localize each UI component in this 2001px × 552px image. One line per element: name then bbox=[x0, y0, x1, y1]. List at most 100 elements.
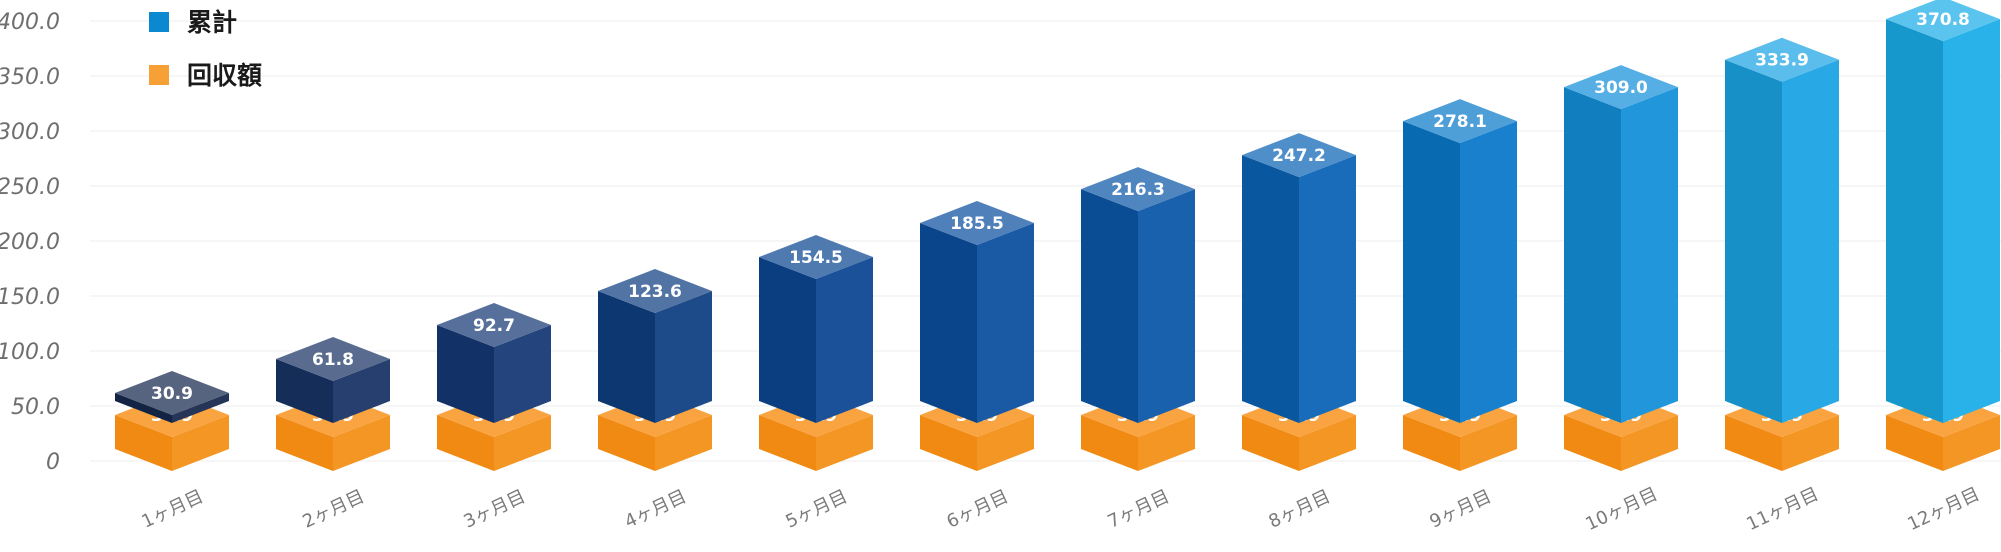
bar-回収額-1-right-face bbox=[172, 415, 229, 472]
x-tick-label: 2ヶ月目 bbox=[300, 486, 368, 533]
bar-回収額-1-left-face bbox=[115, 415, 172, 472]
bar-累計-10-right-face bbox=[1621, 87, 1678, 424]
x-tick-label: 10ヶ月目 bbox=[1582, 484, 1661, 536]
bar-累計-3-left-face bbox=[437, 325, 494, 424]
x-tick-label: 9ヶ月目 bbox=[1427, 486, 1495, 533]
bar-累計-9: 278.1 bbox=[1403, 99, 1517, 424]
bar-累計-3-value-label: 92.7 bbox=[473, 316, 515, 336]
bar-累計-6: 185.5 bbox=[920, 200, 1034, 424]
bar-累計-8-left-face bbox=[1242, 155, 1299, 424]
x-tick-label: 11ヶ月目 bbox=[1743, 484, 1822, 536]
bar-累計-2-value-label: 61.8 bbox=[312, 350, 354, 370]
bar-回収額-11-left-face bbox=[1725, 415, 1782, 472]
bar-累計-5-value-label: 154.5 bbox=[789, 248, 843, 268]
bar-累計-4-top-face bbox=[598, 269, 712, 314]
bar-累計-11-value-label: 333.9 bbox=[1755, 51, 1809, 71]
bar-回収額-2-right-face bbox=[333, 415, 390, 472]
bar-累計-12-left-face bbox=[1886, 19, 1943, 424]
bar-回収額-3-right-face bbox=[494, 415, 551, 472]
bar-累計-11-right-face bbox=[1782, 59, 1839, 424]
bar-累計-5-top-face bbox=[759, 235, 873, 280]
bar-累計-3-right-face bbox=[494, 325, 551, 424]
bar-累計-1-left-face bbox=[115, 393, 172, 424]
bar-累計-5-left-face bbox=[759, 257, 816, 424]
bar-累計-4-right-face bbox=[655, 291, 712, 424]
bar-累計-6-right-face bbox=[977, 222, 1034, 424]
y-tick-label: 300.0 bbox=[0, 120, 60, 145]
y-tick-label: 400.0 bbox=[0, 10, 60, 35]
bar-累計-12-right-face bbox=[1943, 19, 2000, 424]
bar-累計-11-top-face bbox=[1725, 37, 1839, 82]
bar-累計-6-value-label: 185.5 bbox=[950, 214, 1004, 234]
bar-累計-12: 370.8 bbox=[1886, 0, 2000, 424]
bar-累計-11-left-face bbox=[1725, 59, 1782, 424]
bar-累計-11: 333.9 bbox=[1725, 37, 1839, 424]
x-tick-label: 7ヶ月目 bbox=[1105, 486, 1173, 533]
x-tick-label: 5ヶ月目 bbox=[783, 486, 851, 533]
x-tick-label: 3ヶ月目 bbox=[461, 486, 529, 533]
legend-label: 回収額 bbox=[187, 61, 262, 90]
bar-累計-2-right-face bbox=[333, 359, 390, 424]
bar-累計-7-left-face bbox=[1081, 189, 1138, 424]
legend-label: 累計 bbox=[187, 8, 237, 37]
x-axis: 1ヶ月目 2ヶ月目 3ヶ月目 4ヶ月目 5ヶ月目 6ヶ月目 7ヶ月目 8ヶ月目 9ヶ月目 10ヶ月… bbox=[139, 484, 1983, 536]
bar-累計-7-top-face bbox=[1081, 167, 1195, 212]
bar-回収額-7-left-face bbox=[1081, 415, 1138, 472]
bar-累計-1-top-face bbox=[115, 371, 229, 416]
bar-累計-10-left-face bbox=[1564, 87, 1621, 424]
bar-回収額-3-left-face bbox=[437, 415, 494, 472]
bar-累計-6-left-face bbox=[920, 222, 977, 424]
bar-累計-9-value-label: 278.1 bbox=[1433, 112, 1487, 132]
bar-累計-12-value-label: 370.8 bbox=[1916, 10, 1970, 30]
bar-回収額-6-right-face bbox=[977, 415, 1034, 472]
legend-swatch bbox=[149, 65, 169, 85]
bar-累計-4: 123.6 bbox=[598, 269, 712, 424]
bar-累計-10-top-face bbox=[1564, 65, 1678, 110]
bar-回収額-5-left-face bbox=[759, 415, 816, 472]
y-tick-label: 350.0 bbox=[0, 65, 60, 90]
bar-累計-10: 309.0 bbox=[1564, 65, 1678, 424]
bar-累計-8-value-label: 247.2 bbox=[1272, 146, 1326, 166]
bar-累計-2-left-face bbox=[276, 359, 333, 424]
bar-累計-12-top-face bbox=[1886, 0, 2000, 42]
y-tick-label: 150.0 bbox=[0, 285, 60, 310]
bar-累計-5-right-face bbox=[816, 257, 873, 424]
bar-累計-2-top-face bbox=[276, 337, 390, 382]
x-tick-label: 6ヶ月目 bbox=[944, 486, 1012, 533]
bar-累計-10-value-label: 309.0 bbox=[1594, 78, 1648, 98]
bar-累計-4-value-label: 123.6 bbox=[628, 282, 682, 302]
bar-累計-1: 30.9 bbox=[115, 371, 229, 424]
bar-回収額-6-left-face bbox=[920, 415, 977, 472]
y-tick-label: 100.0 bbox=[0, 340, 60, 365]
bar-回収額-5-right-face bbox=[816, 415, 873, 472]
y-axis: 0 50.0 100.0 150.0 200.0 250.0 300.0 350.0 400.0 bbox=[0, 10, 60, 475]
bar-回収額-10-left-face bbox=[1564, 415, 1621, 472]
bar-累計-7-value-label: 216.3 bbox=[1111, 180, 1165, 200]
bar-回収額-4-right-face bbox=[655, 415, 712, 472]
y-tick-label: 200.0 bbox=[0, 230, 60, 255]
bar-累計-3-top-face bbox=[437, 303, 551, 348]
bar-回収額-2-left-face bbox=[276, 415, 333, 472]
bar-累計-7-right-face bbox=[1138, 189, 1195, 424]
bar-累計-9-top-face bbox=[1403, 99, 1517, 144]
y-tick-label: 250.0 bbox=[0, 175, 60, 200]
bar-累計-6-top-face bbox=[920, 200, 1034, 245]
bar-回収額-11-right-face bbox=[1782, 415, 1839, 472]
bar-累計-8-top-face bbox=[1242, 133, 1356, 178]
bar-累計-1-right-face bbox=[172, 393, 229, 424]
bar-累計-7: 216.3 bbox=[1081, 167, 1195, 424]
bar-回収額-9-left-face bbox=[1403, 415, 1460, 472]
y-tick-label: 50.0 bbox=[11, 395, 60, 420]
bar-回収額-12-right-face bbox=[1943, 415, 2000, 472]
x-tick-label: 4ヶ月目 bbox=[622, 486, 690, 533]
x-tick-label: 8ヶ月目 bbox=[1266, 486, 1334, 533]
bar-回収額-8-right-face bbox=[1299, 415, 1356, 472]
bar-回収額-8-left-face bbox=[1242, 415, 1299, 472]
bar-累計-4-left-face bbox=[598, 291, 655, 424]
bar-累計-8: 247.2 bbox=[1242, 133, 1356, 424]
bar-累計-8-right-face bbox=[1299, 155, 1356, 424]
bar-回収額-10-right-face bbox=[1621, 415, 1678, 472]
bar-累計-1-value-label: 30.9 bbox=[151, 384, 193, 404]
legend-swatch bbox=[149, 12, 169, 32]
